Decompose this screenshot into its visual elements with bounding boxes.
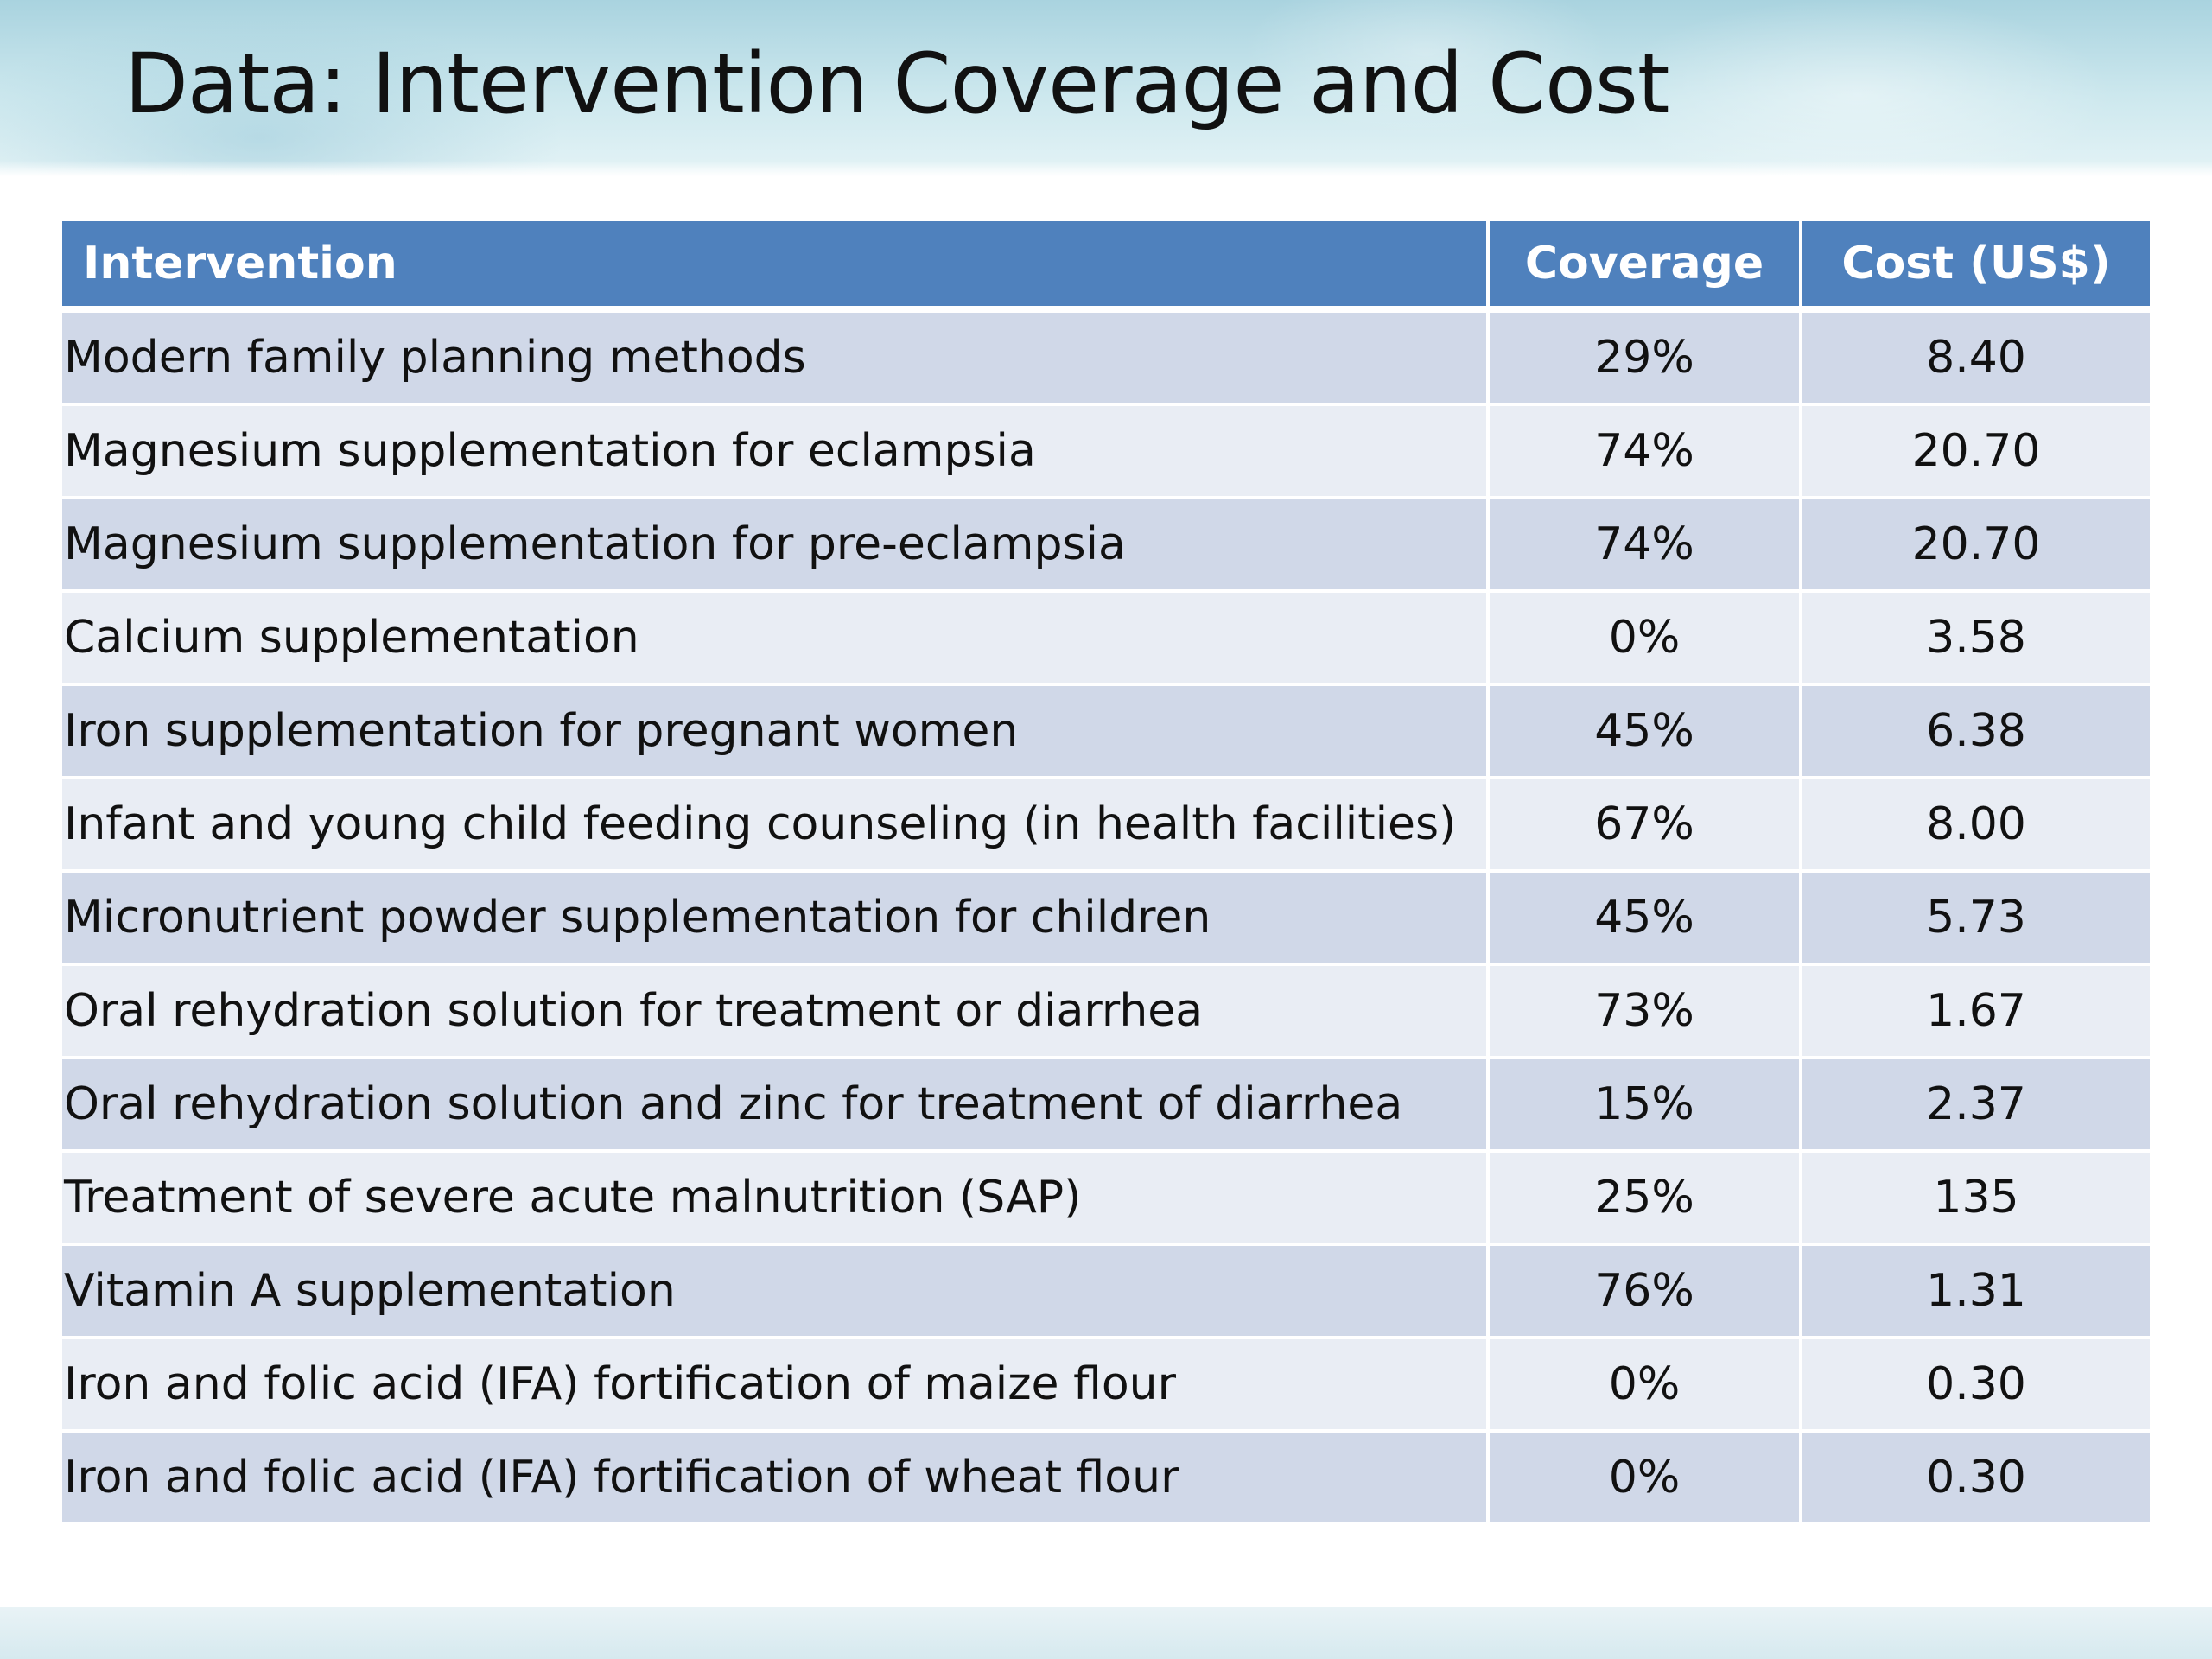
table-header-row: Intervention Coverage Cost (US$) xyxy=(62,221,2150,313)
table-row: Calcium supplementation 0% 3.58 xyxy=(62,591,2150,686)
cost-cell: 135 xyxy=(1801,1151,2150,1246)
cost-cell: 0.30 xyxy=(1801,1431,2150,1526)
cost-cell: 5.73 xyxy=(1801,871,2150,966)
coverage-cell: 0% xyxy=(1488,1338,1802,1433)
table-row: Iron supplementation for pregnant women … xyxy=(62,684,2150,779)
coverage-cell: 76% xyxy=(1488,1244,1802,1339)
coverage-cell: 15% xyxy=(1488,1058,1802,1153)
table-row: Iron and folic acid (IFA) fortification … xyxy=(62,1338,2150,1433)
table-row: Infant and young child feeding counselin… xyxy=(62,778,2150,873)
cost-cell: 8.00 xyxy=(1801,778,2150,873)
table-row: Vitamin A supplementation 76% 1.31 xyxy=(62,1244,2150,1339)
intervention-cell: Treatment of severe acute malnutrition (… xyxy=(62,1151,1490,1246)
intervention-cell: Micronutrient powder supplementation for… xyxy=(62,871,1490,966)
intervention-cell: Modern family planning methods xyxy=(62,309,1490,406)
intervention-cell: Magnesium supplementation for pre-eclamp… xyxy=(62,498,1490,593)
header-background xyxy=(0,0,2212,176)
coverage-cell: 67% xyxy=(1488,778,1802,873)
slide-title: Data: Intervention Coverage and Cost xyxy=(124,35,1670,132)
table-row: Magnesium supplementation for eclampsia … xyxy=(62,404,2150,499)
cost-cell: 20.70 xyxy=(1801,498,2150,593)
header-coverage: Coverage xyxy=(1488,221,1802,313)
cost-cell: 0.30 xyxy=(1801,1338,2150,1433)
table-row: Oral rehydration solution for treatment … xyxy=(62,964,2150,1059)
table-row: Treatment of severe acute malnutrition (… xyxy=(62,1151,2150,1246)
intervention-cell: Vitamin A supplementation xyxy=(62,1244,1490,1339)
cost-cell: 3.58 xyxy=(1801,591,2150,686)
intervention-cell: Iron and folic acid (IFA) fortification … xyxy=(62,1338,1490,1433)
coverage-cell: 45% xyxy=(1488,684,1802,779)
intervention-cell: Oral rehydration solution and zinc for t… xyxy=(62,1058,1490,1153)
table-row: Micronutrient powder supplementation for… xyxy=(62,871,2150,966)
cost-cell: 1.31 xyxy=(1801,1244,2150,1339)
cost-cell: 8.40 xyxy=(1801,309,2150,406)
intervention-cell: Infant and young child feeding counselin… xyxy=(62,778,1490,873)
coverage-cell: 25% xyxy=(1488,1151,1802,1246)
coverage-cell: 0% xyxy=(1488,591,1802,686)
intervention-cell: Oral rehydration solution for treatment … xyxy=(62,964,1490,1059)
intervention-cell: Magnesium supplementation for eclampsia xyxy=(62,404,1490,499)
intervention-cell: Iron and folic acid (IFA) fortification … xyxy=(62,1431,1490,1526)
coverage-cell: 74% xyxy=(1488,498,1802,593)
cost-cell: 20.70 xyxy=(1801,404,2150,499)
cost-cell: 2.37 xyxy=(1801,1058,2150,1153)
table-row: Magnesium supplementation for pre-eclamp… xyxy=(62,498,2150,593)
coverage-cell: 45% xyxy=(1488,871,1802,966)
intervention-cell: Iron supplementation for pregnant women xyxy=(62,684,1490,779)
coverage-cell: 0% xyxy=(1488,1431,1802,1526)
header-cost: Cost (US$) xyxy=(1801,221,2150,313)
coverage-cell: 73% xyxy=(1488,964,1802,1059)
intervention-table: Intervention Coverage Cost (US$) Modern … xyxy=(62,221,2150,1526)
table-row: Modern family planning methods 29% 8.40 xyxy=(62,309,2150,406)
footer-background xyxy=(0,1607,2212,1659)
intervention-cell: Calcium supplementation xyxy=(62,591,1490,686)
table-row: Oral rehydration solution and zinc for t… xyxy=(62,1058,2150,1153)
cost-cell: 6.38 xyxy=(1801,684,2150,779)
table-row: Iron and folic acid (IFA) fortification … xyxy=(62,1431,2150,1526)
coverage-cell: 29% xyxy=(1488,309,1802,406)
cost-cell: 1.67 xyxy=(1801,964,2150,1059)
header-intervention: Intervention xyxy=(62,221,1490,313)
coverage-cell: 74% xyxy=(1488,404,1802,499)
